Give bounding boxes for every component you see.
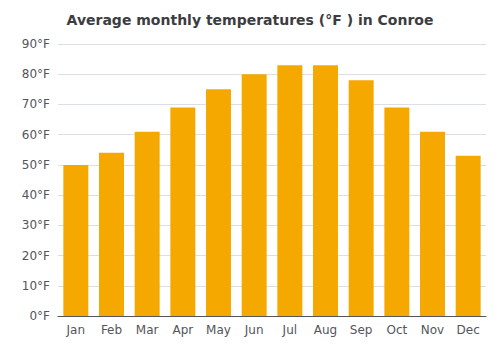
svg-text:20°F: 20°F bbox=[22, 249, 50, 263]
svg-text:May: May bbox=[206, 323, 231, 337]
svg-text:70°F: 70°F bbox=[22, 97, 50, 111]
svg-text:Aug: Aug bbox=[314, 323, 337, 337]
svg-text:Jan: Jan bbox=[66, 323, 86, 337]
svg-text:Apr: Apr bbox=[172, 323, 193, 337]
svg-text:Jun: Jun bbox=[244, 323, 264, 337]
svg-text:10°F: 10°F bbox=[22, 279, 50, 293]
svg-text:90°F: 90°F bbox=[22, 37, 50, 51]
svg-text:60°F: 60°F bbox=[22, 128, 50, 142]
svg-text:Sep: Sep bbox=[350, 323, 373, 337]
svg-text:Mar: Mar bbox=[136, 323, 159, 337]
svg-text:40°F: 40°F bbox=[22, 188, 50, 202]
svg-text:Feb: Feb bbox=[101, 323, 122, 337]
svg-text:Average monthly temperatures (: Average monthly temperatures (°F ) in Co… bbox=[67, 12, 434, 28]
svg-text:80°F: 80°F bbox=[22, 67, 50, 81]
svg-text:Jul: Jul bbox=[282, 323, 297, 337]
svg-text:0°F: 0°F bbox=[29, 309, 50, 323]
svg-text:Dec: Dec bbox=[457, 323, 480, 337]
svg-text:50°F: 50°F bbox=[22, 158, 50, 172]
svg-text:Nov: Nov bbox=[421, 323, 444, 337]
svg-text:30°F: 30°F bbox=[22, 218, 50, 232]
svg-text:Oct: Oct bbox=[386, 323, 407, 337]
